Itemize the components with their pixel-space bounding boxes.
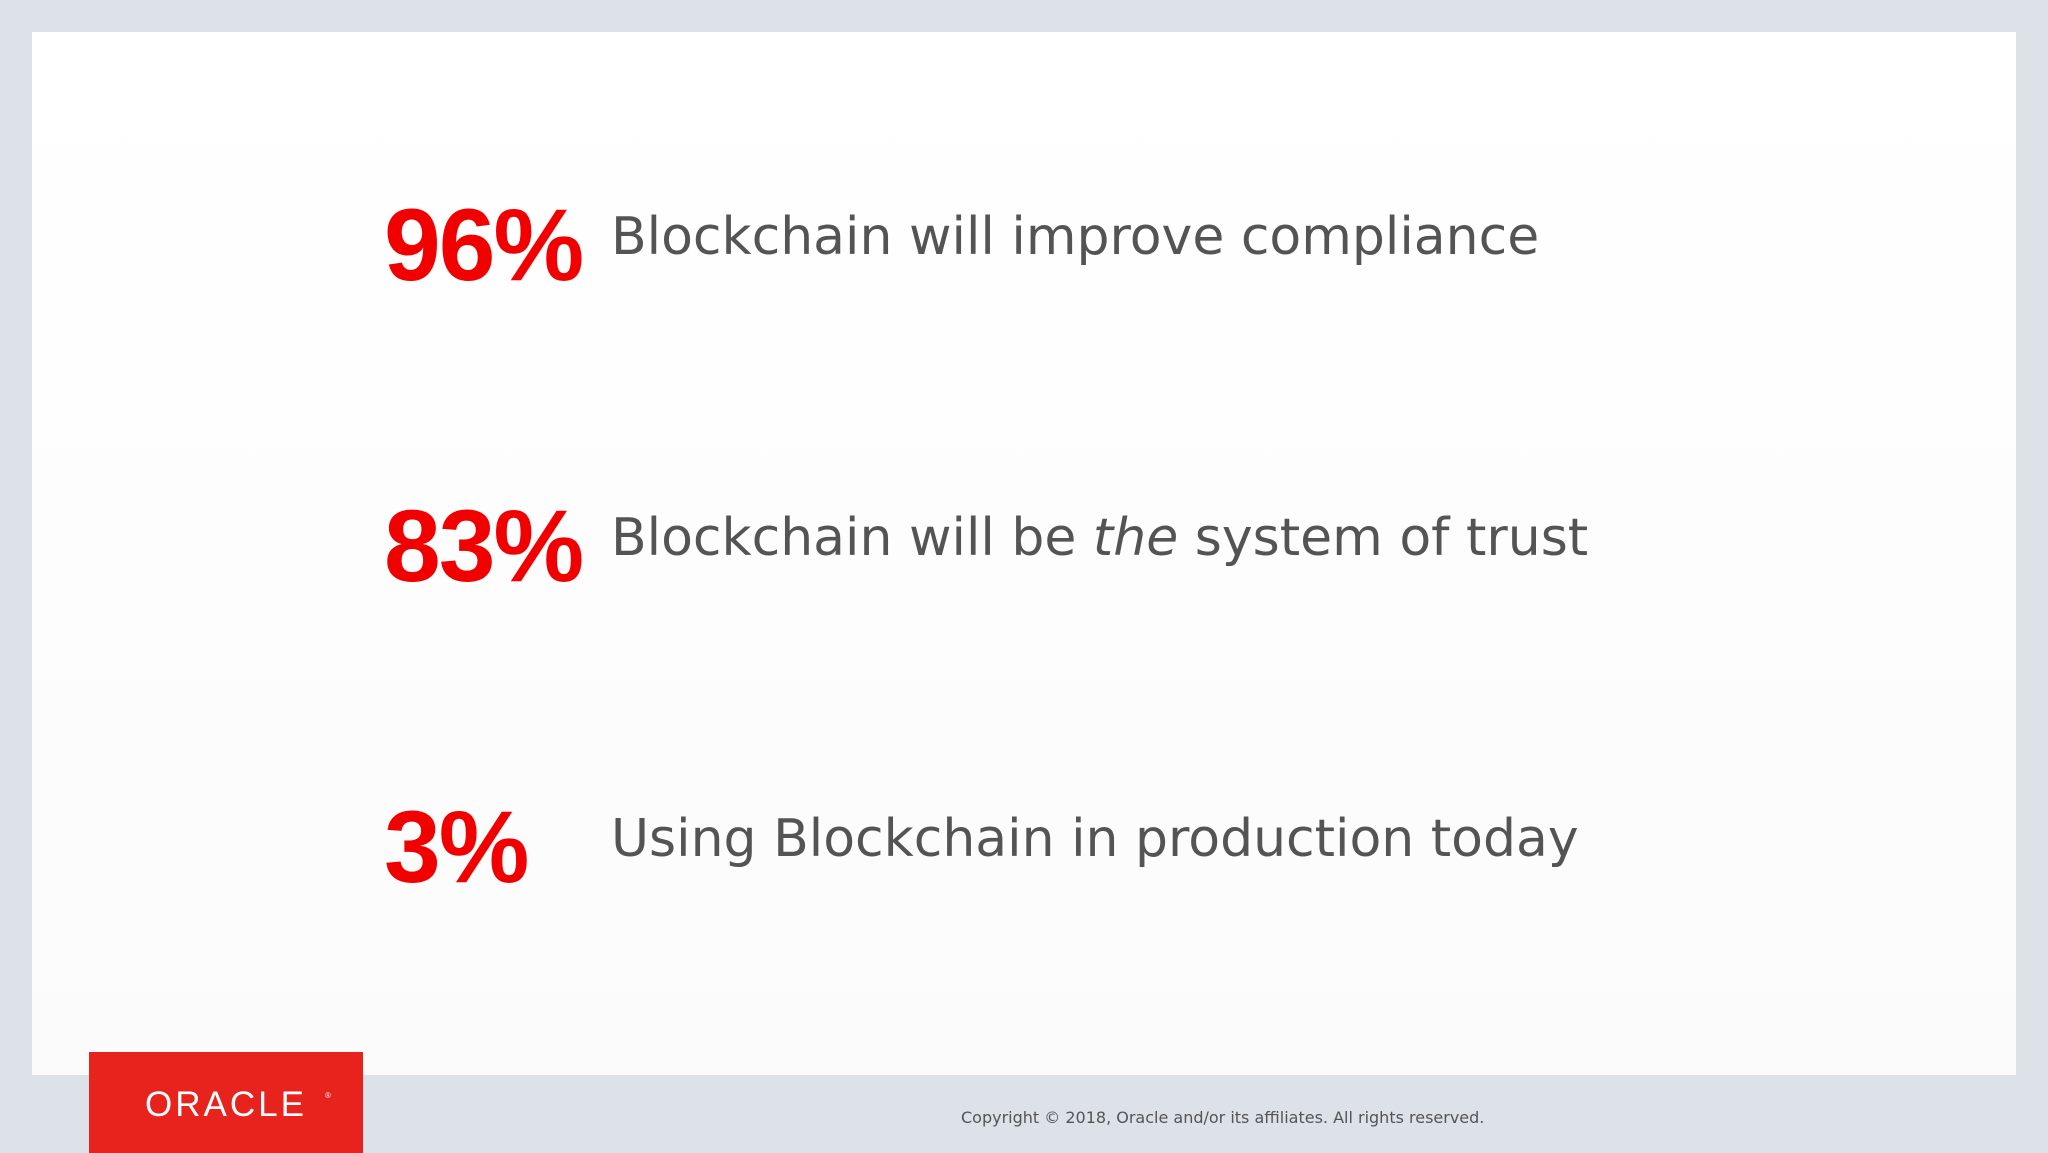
oracle-logo-text: ORACLE: [145, 1085, 307, 1124]
stat-row-production: 3% Using Blockchain in production today: [384, 792, 1684, 902]
stat-row-compliance: 96% Blockchain will improve compliance: [384, 190, 1684, 300]
copyright-notice: Copyright © 2018, Oracle and/or its affi…: [961, 1108, 1485, 1127]
stat-value: 96%: [384, 188, 584, 302]
stat-value: 3%: [384, 790, 529, 904]
slide: 96% Blockchain will improve compliance 8…: [32, 32, 2016, 1075]
registered-mark: ®: [325, 1091, 331, 1100]
stat-value: 83%: [384, 489, 584, 603]
stat-label-text: Using Blockchain in production today: [611, 809, 1579, 869]
stat-label-text: Blockchain will be: [611, 508, 1093, 568]
stat-label: Using Blockchain in production today: [611, 804, 1579, 874]
stat-label-emphasis: the: [1092, 508, 1179, 568]
stat-label: Blockchain will improve compliance: [611, 202, 1539, 272]
stat-label-text: Blockchain will improve compliance: [611, 207, 1540, 267]
oracle-logo: ORACLE ®: [89, 1052, 363, 1153]
stat-label: Blockchain will be the system of trust: [611, 503, 1588, 573]
stat-row-trust: 83% Blockchain will be the system of tru…: [384, 491, 1684, 601]
stat-label-text-end: system of trust: [1178, 508, 1589, 568]
